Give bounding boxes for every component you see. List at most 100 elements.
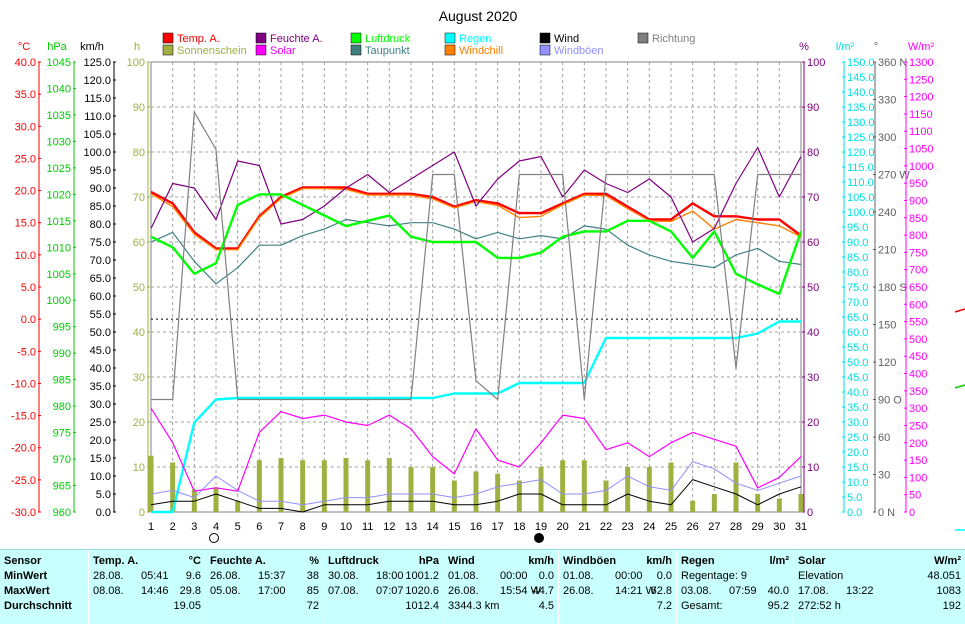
stats-cell: 07:59: [729, 585, 757, 597]
y-tick-label: 150: [909, 455, 927, 467]
stats-cell: 01.08.: [563, 570, 594, 582]
series-windchill: [150, 187, 802, 251]
stats-column: Regen l/m² Regentage: 9 03.08. 07:59 40.0 Gesa…: [676, 550, 793, 624]
legend-swatch: [637, 32, 649, 44]
series-feuchte-a: [150, 146, 802, 243]
y-tick-label: 1050: [909, 144, 933, 156]
y-tick-label: 1010: [47, 242, 71, 254]
y-tick-label: 50.0: [90, 327, 111, 339]
stats-cell: 08.08.: [93, 585, 124, 597]
sunshine-bar: [668, 462, 674, 512]
sunshine-bar: [495, 473, 501, 512]
y-tick-label: 45.0: [847, 372, 868, 384]
legend-label: Taupunkt: [365, 45, 410, 57]
y-tick-label: 80: [133, 147, 145, 159]
y-tick-label: 300: [909, 403, 927, 415]
legend-label: Feuchte A.: [270, 33, 323, 45]
y-tick-label: 70: [807, 192, 819, 204]
sunshine-bar: [711, 494, 717, 512]
y-tick-label: 700: [909, 265, 927, 277]
legend-label: Richtung: [652, 33, 695, 45]
y-tick-label: 0.0: [21, 314, 36, 326]
series-windb-en: [150, 461, 802, 506]
y-tick-label: 15.0: [90, 453, 111, 465]
y-tick-label: 30: [878, 470, 890, 482]
y-tick-label: 145.0: [847, 72, 875, 84]
y-tick-label: 10: [807, 462, 819, 474]
sunshine-bar: [343, 458, 349, 512]
y-tick-label: 55.0: [90, 309, 111, 321]
y-tick-label: 800: [909, 230, 927, 242]
y-tick-label: 80.0: [90, 219, 111, 231]
stats-unit: km/h: [528, 555, 554, 567]
y-tick-label: 75.0: [90, 237, 111, 249]
x-tick-label: 18: [513, 521, 525, 533]
y-tick-label: 1005: [47, 269, 71, 281]
legend-swatch: [255, 32, 267, 44]
y-tick-label: 60: [133, 237, 145, 249]
y-axis: hPa 960 965 970 975 980 985 990 995 1000 1005 1010 1…: [47, 41, 76, 519]
y-tick-label: 95.0: [90, 165, 111, 177]
y-tick-label: -25.0: [11, 475, 36, 487]
legend-label: Sonnenschein: [177, 45, 247, 57]
sunshine-bar: [776, 498, 782, 512]
x-tick-label: 21: [578, 521, 590, 533]
stats-cell: Durchschnitt: [4, 600, 72, 612]
y-tick-label: 60.0: [90, 291, 111, 303]
stats-cell: 72: [306, 600, 319, 612]
y-tick-label: 400: [909, 369, 927, 381]
sunshine-bar: [646, 467, 652, 512]
x-tick-label: 8: [300, 521, 306, 533]
stats-cell: 28.08.: [93, 570, 124, 582]
stats-cell: 38: [306, 570, 319, 582]
y-tick-label: 960: [53, 507, 71, 519]
stats-cell: 07.08.: [328, 585, 359, 597]
x-tick-label: 5: [235, 521, 241, 533]
series-lines: [150, 111, 803, 514]
x-axis: 1 2 3 4 5 6 7 8 9 10 11 12 13 14 15 16 17 18 19 20 21 22 23 24 2…: [148, 521, 807, 543]
y-axis-unit: °C: [18, 41, 30, 53]
y-tick-label: 990: [53, 348, 71, 360]
stats-column: Feuchte A.% 26.08. 15:37 38 05.08. 17:00 85 72: [205, 550, 323, 624]
y-tick-label: 1020: [47, 189, 71, 201]
stats-cell: 00:00: [615, 570, 643, 582]
new-moon-icon: [534, 533, 544, 543]
y-tick-label: 1000: [909, 161, 933, 173]
y-tick-label: 95.0: [847, 222, 868, 234]
y-tick-label: 135.0: [847, 102, 875, 114]
stats-cell: 4.5: [538, 600, 554, 612]
y-axis-unit: °: [874, 41, 878, 53]
sunshine-bar: [256, 460, 262, 512]
y-tick-label: 0.0: [847, 507, 862, 519]
y-tick-label: 105.0: [847, 192, 875, 204]
sunshine-bar: [560, 460, 566, 512]
y-tick-label: 30: [133, 372, 145, 384]
stats-cell: 05:41: [141, 570, 169, 582]
y-tick-label: 20.0: [847, 447, 868, 459]
y-tick-label: 115.0: [847, 162, 874, 174]
x-tick-label: 23: [622, 521, 634, 533]
x-tick-label: 26: [687, 521, 699, 533]
y-tick-label: 500: [909, 334, 927, 346]
y-tick-label: 60.0: [847, 327, 868, 339]
y-tick-label: 0: [909, 507, 915, 519]
stats-cell: 18:00: [376, 570, 404, 582]
statistics-panel: Sensor MinWert MaxWert Durchschnitt Temp. A.…: [0, 549, 965, 624]
x-tick-label: 31: [795, 521, 807, 533]
y-tick-label: 20.0: [15, 186, 36, 198]
y-tick-label: 5.0: [96, 489, 111, 501]
stats-unit: l/m²: [769, 555, 789, 567]
sunshine-bar: [365, 460, 371, 512]
y-tick-label: 110.0: [847, 177, 874, 189]
legend-swatch: [444, 44, 456, 56]
stats-cell: 07:07: [376, 585, 404, 597]
stats-unit: W/m²: [934, 555, 961, 567]
sunshine-bar: [300, 460, 306, 512]
y-tick-label: 985: [53, 375, 71, 387]
legend-swatch: [539, 44, 551, 56]
y-tick-label: 950: [909, 178, 927, 190]
stats-header: Windböen: [563, 555, 617, 567]
stats-header: Regen: [681, 555, 715, 567]
y-tick-label: 1045: [47, 57, 71, 69]
y-tick-label: 30: [807, 372, 819, 384]
